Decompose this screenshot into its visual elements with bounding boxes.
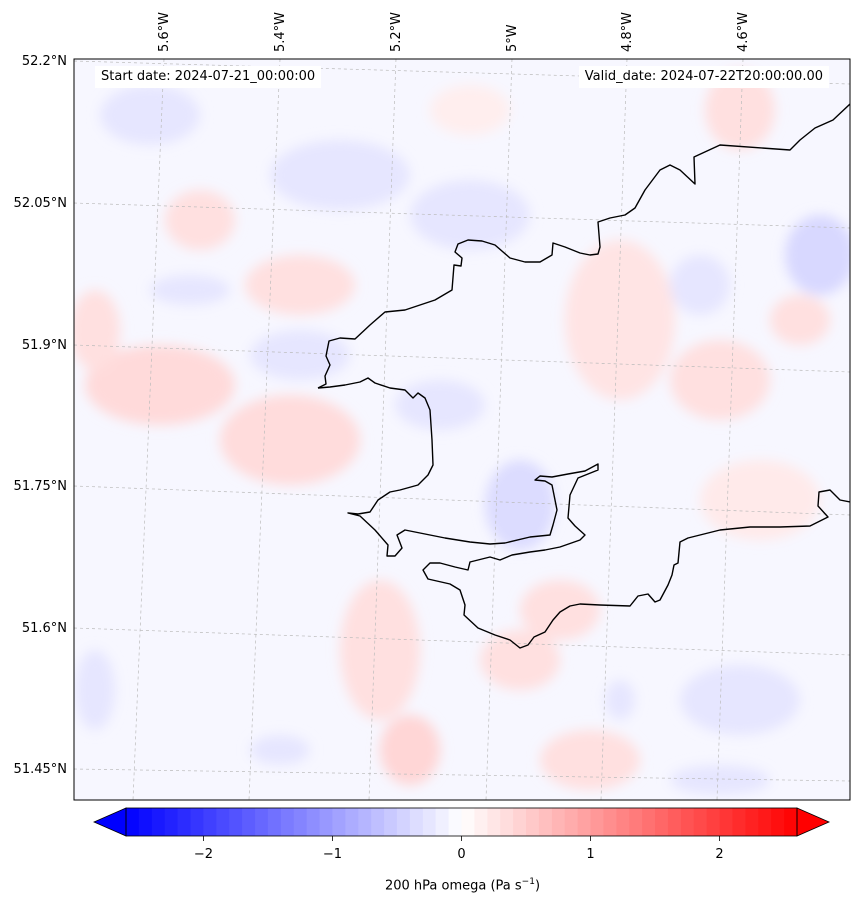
colorbar-segment — [422, 808, 437, 836]
colorbar-segment — [693, 808, 708, 836]
lat-label: 51.45°N — [14, 762, 67, 777]
colorbar-segment — [551, 808, 566, 836]
colorbar-segment — [319, 808, 333, 836]
colorbar-segment — [629, 808, 643, 836]
colorbar: −2 −1 0 1 2 — [93, 807, 830, 862]
colorbar-label-tail: ) — [534, 878, 541, 894]
colorbar-label-exponent: −1 — [521, 877, 535, 887]
start-date-label: Start date: 2024-07-21_00:00:00 — [95, 66, 322, 88]
colorbar-segment — [513, 808, 527, 836]
colorbar-segment — [448, 808, 462, 836]
colorbar-segment — [229, 808, 243, 836]
colorbar-segment — [332, 808, 346, 836]
start-date-prefix: Start date: — [101, 69, 171, 84]
colorbar-segment — [564, 808, 579, 836]
colorbar-segment — [164, 808, 179, 836]
omega-field — [74, 70, 850, 795]
colorbar-segment — [603, 808, 617, 836]
colorbar-segment — [293, 808, 308, 836]
colorbar-segment — [177, 808, 192, 836]
colorbar-ticks: −2 −1 0 1 2 — [194, 836, 724, 862]
colorbar-segment — [126, 808, 140, 836]
colorbar-segment — [384, 808, 398, 836]
colorbar-segment — [577, 808, 592, 836]
colorbar-tick-label: 1 — [586, 847, 594, 862]
omega-positive-areas — [74, 70, 830, 790]
graticule — [74, 59, 850, 800]
colorbar-tick-label: 2 — [715, 847, 723, 862]
colorbar-segment — [706, 808, 721, 836]
colorbar-segment — [526, 808, 540, 836]
colorbar-segment — [461, 808, 475, 836]
colorbar-segment — [345, 808, 359, 836]
lon-label: 4.8°W — [620, 12, 635, 52]
colorbar-segments — [126, 808, 798, 836]
valid-date-value: 2024-07-22T20:00:00.00 — [660, 69, 823, 84]
lon-label: 5.4°W — [273, 12, 288, 52]
lat-label: 51.6°N — [22, 621, 67, 636]
lat-label: 52.2°N — [22, 54, 67, 69]
colorbar-segment — [758, 808, 772, 836]
lon-label: 4.6°W — [736, 12, 751, 52]
colorbar-segment — [396, 808, 411, 836]
colorbar-segment — [538, 808, 553, 836]
colorbar-label: 200 hPa omega (Pa s−1) — [0, 877, 859, 893]
colorbar-segment — [435, 808, 450, 836]
colorbar-segment — [242, 808, 256, 836]
omega-negative-areas — [75, 85, 850, 795]
colorbar-tick-label: 0 — [457, 847, 465, 862]
colorbar-segment — [409, 808, 424, 836]
colorbar-label-main: 200 hPa omega (Pa s — [384, 878, 522, 894]
coastline — [317, 103, 850, 649]
colorbar-segment — [138, 808, 153, 836]
lon-label: 5°W — [505, 24, 520, 52]
colorbar-segment — [306, 808, 321, 836]
colorbar-segment — [642, 808, 656, 836]
colorbar-tick-label: −2 — [194, 847, 213, 862]
colorbar-segment — [280, 808, 295, 836]
colorbar-segment — [732, 808, 746, 836]
colorbar-segment — [371, 808, 385, 836]
valid-date-label: Valid_date: 2024-07-22T20:00:00.00 — [578, 66, 829, 88]
colorbar-segment — [487, 808, 501, 836]
colorbar-segment — [680, 808, 695, 836]
colorbar-segment — [474, 808, 488, 836]
colorbar-segment — [255, 808, 269, 836]
valid-date-prefix: Valid_date: — [584, 69, 657, 84]
lat-label: 51.75°N — [14, 479, 67, 494]
colorbar-segment — [203, 808, 217, 836]
map-frame — [73, 58, 851, 801]
colorbar-segment — [745, 808, 759, 836]
lon-label: 5.2°W — [389, 12, 404, 52]
colorbar-segment — [590, 808, 604, 836]
colorbar-segment — [190, 808, 204, 836]
colorbar-segment — [616, 808, 630, 836]
colorbar-segment — [784, 808, 798, 836]
longitude-labels: 5.6°W 5.4°W 5.2°W 5°W 4.8°W 4.6°W — [157, 12, 751, 52]
colorbar-extend-high — [796, 807, 830, 837]
colorbar-segment — [267, 808, 282, 836]
colorbar-segment — [771, 808, 785, 836]
colorbar-extend-low — [93, 807, 127, 837]
colorbar-tick-label: −1 — [323, 847, 342, 862]
colorbar-segment — [667, 808, 682, 836]
coastline-north — [317, 103, 850, 389]
latitude-labels: 52.2°N 52.05°N 51.9°N 51.75°N 51.6°N 51.… — [14, 54, 67, 777]
lat-label: 52.05°N — [14, 196, 67, 211]
colorbar-segment — [358, 808, 372, 836]
coastline-bay — [317, 377, 850, 649]
colorbar-segment — [151, 808, 166, 836]
lat-label: 51.9°N — [22, 338, 67, 353]
start-date-value: 2024-07-21_00:00:00 — [174, 69, 316, 84]
colorbar-segment — [216, 808, 230, 836]
lon-label: 5.6°W — [157, 12, 172, 52]
colorbar-segment — [655, 808, 669, 836]
colorbar-segment — [500, 808, 514, 836]
colorbar-segment — [719, 808, 733, 836]
